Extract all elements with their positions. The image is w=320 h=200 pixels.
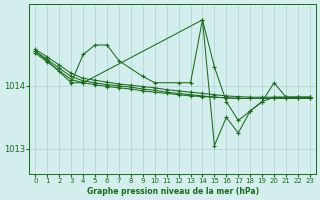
X-axis label: Graphe pression niveau de la mer (hPa): Graphe pression niveau de la mer (hPa) xyxy=(87,187,259,196)
